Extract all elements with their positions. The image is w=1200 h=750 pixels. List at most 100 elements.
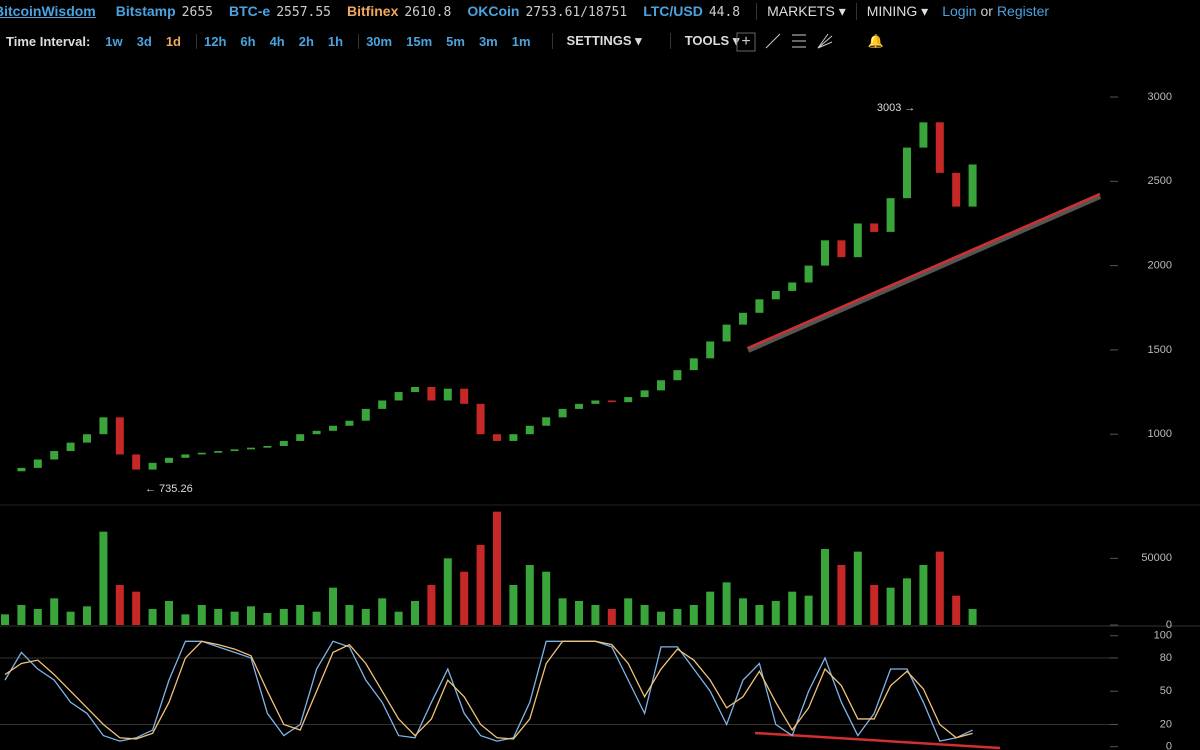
y-tick-label: 1500 [1148,344,1172,356]
interval-button[interactable]: 4h [269,33,285,49]
volume-bar [411,601,419,625]
volume-bar [804,595,813,625]
crosshair-icon[interactable]: + [741,33,750,50]
interval-button[interactable]: 3d [136,33,152,49]
volume-bar [296,605,305,625]
ticker-name[interactable]: BTC-e [228,2,271,19]
candle [279,440,288,446]
fib-tool[interactable] [792,34,806,48]
volume-bar [952,595,961,625]
fan-tool[interactable] [817,33,833,49]
volume-bar [640,605,649,625]
brand-link[interactable]: BitcoinWisdom [0,3,96,19]
ticker-price: 2655 [181,4,213,20]
volume-bar [853,551,862,625]
volume-bar [755,605,764,625]
interval-button[interactable]: 1h [327,33,344,49]
volume-bar [968,609,977,625]
ticker-name[interactable]: Bitstamp [115,2,176,19]
candle [33,459,42,468]
volume-bar [1,614,9,625]
volume-bar [935,551,944,625]
line-tool[interactable] [765,33,781,49]
candle [657,380,665,391]
crosshair-tool[interactable] [736,32,756,52]
candle [607,400,616,403]
tools-menu[interactable]: TOOLS [669,33,754,49]
volume-bar [165,601,173,625]
ticker[interactable]: Bitstamp 2655 [116,3,213,20]
volume-bar [624,598,633,625]
trend-line-shadow [746,193,1102,353]
candle [935,122,944,173]
y-tick-label: 50000 [1141,552,1172,564]
ticker-price: 2610.8 [404,4,452,20]
volume-bar [329,587,337,625]
ticker[interactable]: Bitfinex 2610.8 [347,3,451,20]
candle [968,164,977,207]
y-tick-label: 2000 [1148,260,1172,272]
volume-bar [739,598,747,625]
volume-bar [591,605,600,625]
y-tick-label: 1000 [1148,428,1172,440]
volume-bar [345,605,354,625]
volume-bar [214,609,223,625]
volume-bar [247,606,255,625]
interval-button[interactable]: 1w [105,33,123,49]
volume-bar [821,549,829,625]
interval-button[interactable]: 5m [446,33,465,49]
y-tick-label: 3000 [1148,91,1172,103]
ticker-name[interactable]: LTC/USD [643,2,703,19]
ticker[interactable]: LTC/USD 44.8 [643,3,740,20]
register-link[interactable]: Register [996,3,1050,19]
candle [165,457,173,463]
toolbar: Time Interval: 1w 3d 1d 12h 6h 4h 2h 1h 30m 15m 5m 3… [0,30,1200,52]
candle [575,403,583,409]
candle [722,324,731,342]
ticker-name[interactable]: Bitfinex [347,2,399,19]
menu[interactable]: MARKETS [756,2,856,20]
volume-bar [476,545,485,625]
candle [329,425,337,431]
volume-bar [886,587,895,625]
ticker-price: 44.8 [708,4,741,20]
login-link[interactable]: Login [942,3,977,19]
candle [558,408,567,418]
interval-button[interactable]: 2h [298,33,314,49]
volume-bar [493,511,501,625]
y-tick-label: 20 [1160,718,1172,730]
volume-bar [394,611,403,625]
alert-icon[interactable]: 🔔 [868,33,884,48]
volume-bar [558,598,567,625]
ticker[interactable]: OKCoin 2753.61/18751 [467,3,627,20]
interval-button[interactable]: 6h [240,33,256,49]
candle [689,358,698,371]
volume-bar [542,571,551,625]
y-tick-label: 80 [1160,652,1172,664]
volume-bar [771,601,780,625]
candle [870,223,879,232]
volume-bar [17,605,26,625]
ticker[interactable]: BTC-e 2557.55 [229,3,331,20]
menu[interactable]: MINING [855,2,938,20]
price-annotation: 3003 → [877,102,916,114]
interval-button[interactable]: 15m [406,33,433,49]
interval-button[interactable]: 12h [195,33,233,49]
stoch-line [4,640,973,742]
candle [83,434,91,443]
candle [263,445,272,448]
volume-bar [443,558,452,625]
interval-button[interactable]: 3m [478,33,498,49]
top-bar: BitcoinWisdom Bitstamp 2655 BTC-e 2557.55 Bit… [0,0,1200,22]
candle [197,452,206,455]
interval-button[interactable]: 30m [358,33,399,49]
volume-bar [230,611,239,625]
ticker-name[interactable]: OKCoin [467,2,520,19]
volume-bar [575,601,583,625]
settings-menu[interactable]: SETTINGS [551,33,656,49]
candle [394,392,403,401]
interval-button[interactable]: 1m [511,33,531,49]
volume-bar [148,609,157,625]
interval-button[interactable]: 1d [165,33,181,49]
volume-bar [99,531,108,625]
